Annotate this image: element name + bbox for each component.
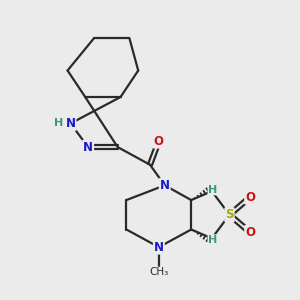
Text: H: H [53, 118, 63, 128]
Text: N: N [83, 141, 93, 154]
Text: CH₃: CH₃ [149, 267, 169, 277]
Text: O: O [154, 135, 164, 148]
Text: O: O [245, 226, 255, 239]
Text: S: S [225, 208, 234, 221]
Text: N: N [154, 241, 164, 254]
Text: N: N [65, 117, 76, 130]
Text: O: O [245, 190, 255, 204]
Text: H: H [208, 185, 217, 195]
Text: N: N [160, 179, 170, 192]
Text: H: H [208, 235, 217, 245]
